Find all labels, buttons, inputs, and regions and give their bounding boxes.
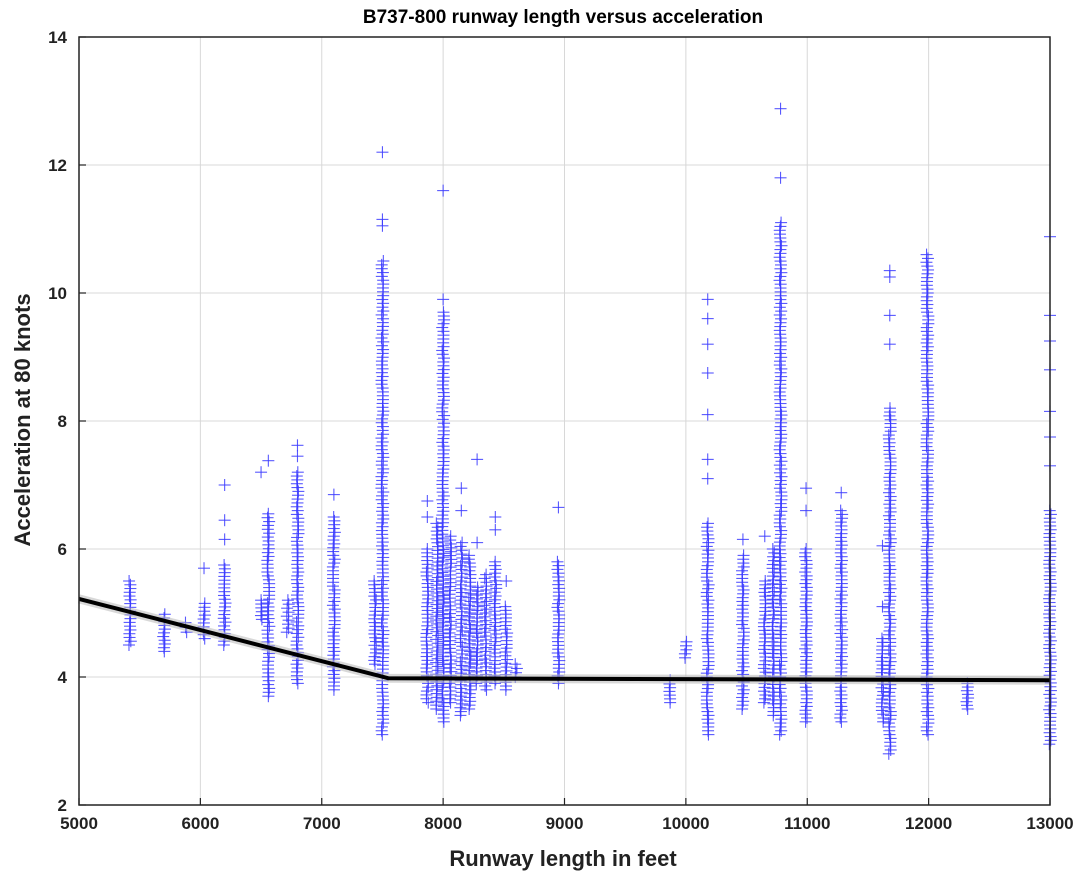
data-point bbox=[218, 514, 231, 527]
data-point bbox=[774, 171, 787, 184]
data-point bbox=[198, 597, 211, 610]
data-point bbox=[262, 454, 275, 467]
data-point bbox=[327, 488, 340, 501]
data-point bbox=[262, 507, 275, 520]
data-point bbox=[876, 539, 889, 552]
y-tick-label: 8 bbox=[58, 412, 67, 431]
data-point bbox=[291, 450, 304, 463]
data-point bbox=[509, 658, 522, 671]
x-tick-label: 12000 bbox=[905, 814, 952, 833]
axis-ticks: 5000 6000 7000 8000 9000 10000 11000 12000 13000… bbox=[48, 28, 1074, 833]
data-point bbox=[766, 543, 779, 555]
data-point bbox=[218, 479, 231, 491]
data-point bbox=[701, 338, 714, 351]
data-point bbox=[421, 543, 434, 555]
x-tick-label: 5000 bbox=[60, 814, 98, 833]
data-point bbox=[883, 338, 896, 351]
y-tick-label: 12 bbox=[48, 156, 67, 175]
chart-title: B737-800 runway length versus accelerati… bbox=[363, 7, 763, 28]
data-point bbox=[471, 536, 484, 549]
data-point bbox=[218, 559, 231, 571]
x-tick-label: 6000 bbox=[181, 814, 219, 833]
data-point bbox=[552, 501, 565, 514]
y-tick-label: 14 bbox=[48, 28, 67, 47]
data-point bbox=[489, 555, 502, 568]
data-point bbox=[377, 255, 390, 267]
fit-line bbox=[78, 596, 1051, 683]
data-point bbox=[463, 549, 476, 562]
data-point bbox=[499, 600, 512, 613]
data-point bbox=[834, 504, 847, 517]
data-point bbox=[444, 530, 457, 543]
x-tick-label: 10000 bbox=[662, 814, 709, 833]
data-point bbox=[701, 312, 714, 325]
data-point bbox=[198, 562, 211, 575]
data-point bbox=[701, 453, 714, 466]
data-point bbox=[291, 466, 304, 479]
data-point bbox=[376, 146, 389, 159]
data-point bbox=[835, 486, 848, 499]
data-point bbox=[800, 482, 813, 495]
data-points bbox=[122, 102, 1057, 760]
data-point bbox=[736, 533, 749, 546]
data-point bbox=[701, 408, 714, 421]
x-tick-label: 11000 bbox=[784, 814, 830, 833]
y-tick-label: 4 bbox=[58, 668, 68, 687]
y-tick-label: 10 bbox=[48, 284, 67, 303]
data-point bbox=[737, 549, 750, 562]
data-point bbox=[281, 594, 294, 607]
data-point bbox=[883, 309, 896, 322]
y-tick-label: 6 bbox=[58, 540, 67, 559]
data-point bbox=[255, 594, 268, 607]
data-point bbox=[327, 511, 340, 523]
fit-line-group bbox=[77, 594, 1051, 685]
data-point bbox=[455, 504, 468, 517]
data-point bbox=[883, 264, 896, 277]
data-point bbox=[876, 600, 889, 613]
data-point bbox=[775, 216, 788, 229]
data-point bbox=[291, 439, 304, 452]
data-point bbox=[701, 293, 714, 306]
data-point bbox=[800, 504, 813, 517]
x-axis-label: Runway length in feet bbox=[449, 846, 677, 871]
data-point bbox=[471, 453, 484, 466]
data-point bbox=[421, 495, 434, 507]
data-point bbox=[489, 511, 502, 523]
x-tick-label: 7000 bbox=[303, 814, 341, 833]
data-point bbox=[421, 511, 434, 523]
y-axis-label: Acceleration at 80 knots bbox=[10, 293, 35, 546]
data-point bbox=[471, 581, 484, 594]
data-point bbox=[883, 402, 896, 415]
data-point bbox=[455, 482, 468, 495]
data-point bbox=[376, 213, 389, 226]
data-point bbox=[437, 306, 450, 319]
data-point bbox=[430, 517, 443, 530]
x-tick-label: 13000 bbox=[1026, 814, 1073, 833]
data-point bbox=[437, 293, 450, 306]
data-point bbox=[218, 533, 231, 546]
y-tick-label: 2 bbox=[58, 796, 67, 815]
data-point bbox=[489, 523, 502, 536]
data-point bbox=[800, 543, 813, 555]
data-point bbox=[255, 466, 268, 479]
data-point bbox=[456, 536, 469, 549]
grid-lines bbox=[78, 36, 1051, 806]
data-point bbox=[920, 248, 933, 261]
x-tick-label: 9000 bbox=[546, 814, 584, 833]
data-point bbox=[500, 575, 513, 587]
data-point bbox=[701, 472, 714, 485]
data-point bbox=[551, 555, 564, 568]
data-point bbox=[759, 575, 772, 587]
data-point bbox=[774, 102, 787, 115]
data-point bbox=[680, 635, 693, 648]
data-point bbox=[437, 184, 450, 197]
data-point bbox=[701, 517, 714, 530]
data-point bbox=[758, 530, 771, 543]
data-point bbox=[480, 568, 493, 581]
data-point bbox=[701, 367, 714, 379]
data-point bbox=[123, 575, 136, 587]
x-tick-label: 8000 bbox=[424, 814, 462, 833]
